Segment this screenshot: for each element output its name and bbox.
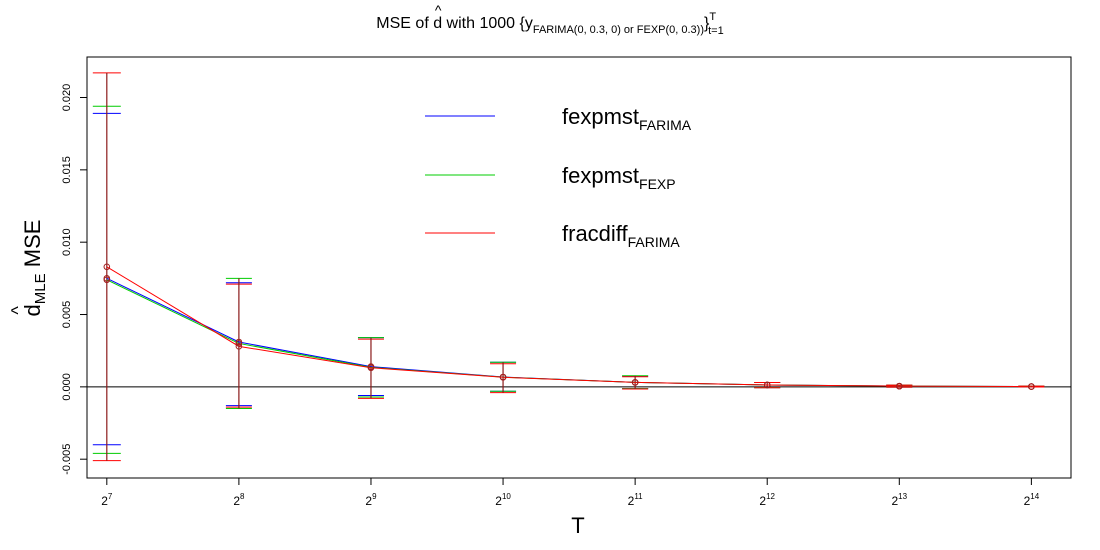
legend-item: fracdiffFARIMA [425, 221, 680, 250]
legend-label: fexpmstFARIMA [562, 104, 692, 133]
y-label-text: MSE [20, 220, 45, 274]
title-text: MSE of d with 1000 {yFARIMA(0, 0.3, 0) o… [376, 11, 723, 37]
y-axis: -0.005 0.000 0.005 0.010 0.015 0.020 [61, 84, 87, 475]
title-superscript: T [709, 11, 716, 23]
x-tick-label: 212 [759, 492, 775, 508]
data-point [235, 340, 243, 347]
data-point [763, 381, 771, 389]
legend-name-subscript: FARIMA [639, 117, 692, 133]
legend-name: fexpmst [562, 104, 639, 129]
series-line [106, 277, 1032, 388]
y-label-hat: ^ [8, 306, 28, 315]
y-label-symbol: d [20, 304, 45, 316]
data-point [367, 364, 375, 372]
x-tick-label: 211 [628, 492, 644, 508]
y-tick-label: 0.020 [61, 84, 73, 112]
data-point [103, 263, 111, 271]
x-tick-label: 28 [233, 492, 245, 508]
x-tick-base: 2 [759, 494, 766, 508]
y-tick-label: 0.015 [61, 156, 73, 184]
legend-name: fracdiff [562, 221, 629, 246]
legend-label: fexpmstFEXP [562, 163, 676, 192]
legend-label: fracdiffFARIMA [562, 221, 680, 250]
legend-item: fexpmstFARIMA [425, 104, 692, 133]
x-tick-base: 2 [365, 494, 372, 508]
error-bars [92, 72, 1045, 462]
legend-name: fexpmst [562, 163, 639, 188]
x-tick-base: 2 [628, 494, 635, 508]
y-tick-label: 0.005 [61, 301, 73, 329]
chart-title: MSE of d with 1000 {yFARIMA(0, 0.3, 0) o… [376, 2, 723, 37]
y-label-subscript: MLE [32, 273, 49, 304]
legend-name-subscript: FARIMA [628, 234, 681, 250]
title-middle: with 1000 {y [442, 15, 533, 32]
data-point [1028, 383, 1035, 390]
title-subscript: FARIMA(0, 0.3, 0) or FEXP(0, 0.3)) [533, 24, 704, 36]
title-prefix: MSE of [376, 15, 433, 32]
title-hat: ^ [435, 2, 442, 18]
x-tick-base: 2 [101, 494, 108, 508]
y-tick-label: 0.010 [61, 228, 73, 256]
series-lines [106, 266, 1032, 388]
y-axis-label: dMLE MSE [20, 220, 49, 317]
x-tick-exponent: 8 [240, 492, 245, 501]
data-point [895, 382, 903, 390]
x-tick-exponent: 7 [108, 492, 113, 501]
legend-name-subscript: FEXP [639, 176, 676, 192]
x-tick-label: 27 [101, 492, 113, 508]
x-tick-base: 2 [495, 494, 502, 508]
data-point [499, 374, 507, 381]
y-axis-title: dMLE MSE^ [8, 220, 49, 317]
x-tick-base: 2 [1024, 494, 1031, 508]
x-tick-exponent: 13 [898, 492, 907, 501]
x-tick-label: 213 [891, 492, 907, 508]
data-point [235, 343, 243, 350]
series-line [106, 266, 1032, 388]
title-symbol: d [433, 15, 442, 32]
x-tick-label: 214 [1024, 492, 1040, 508]
y-tick-label: -0.005 [61, 444, 73, 475]
data-points [103, 263, 1035, 390]
title-subscript-range: t=1 [708, 25, 724, 37]
x-tick-base: 2 [233, 494, 240, 508]
data-point [103, 276, 111, 284]
x-tick-label: 210 [495, 492, 511, 508]
series-line [106, 279, 1032, 388]
x-tick-exponent: 10 [502, 492, 511, 501]
x-axis-label: T [571, 513, 584, 538]
data-point [631, 379, 639, 386]
x-tick-exponent: 11 [634, 492, 643, 501]
x-tick-label: 29 [365, 492, 377, 508]
x-tick-base: 2 [891, 494, 898, 508]
title-close: } [704, 15, 710, 32]
y-tick-label: 0.000 [61, 373, 73, 401]
x-axis-title: T [571, 513, 584, 538]
plot-frame [86, 56, 1072, 479]
x-axis: 27 28 29 210 211 212 213 214 [101, 478, 1040, 508]
x-tick-exponent: 14 [1030, 492, 1039, 501]
legend-item: fexpmstFEXP [425, 163, 676, 192]
x-tick-exponent: 12 [766, 492, 775, 501]
x-tick-exponent: 9 [372, 492, 377, 501]
